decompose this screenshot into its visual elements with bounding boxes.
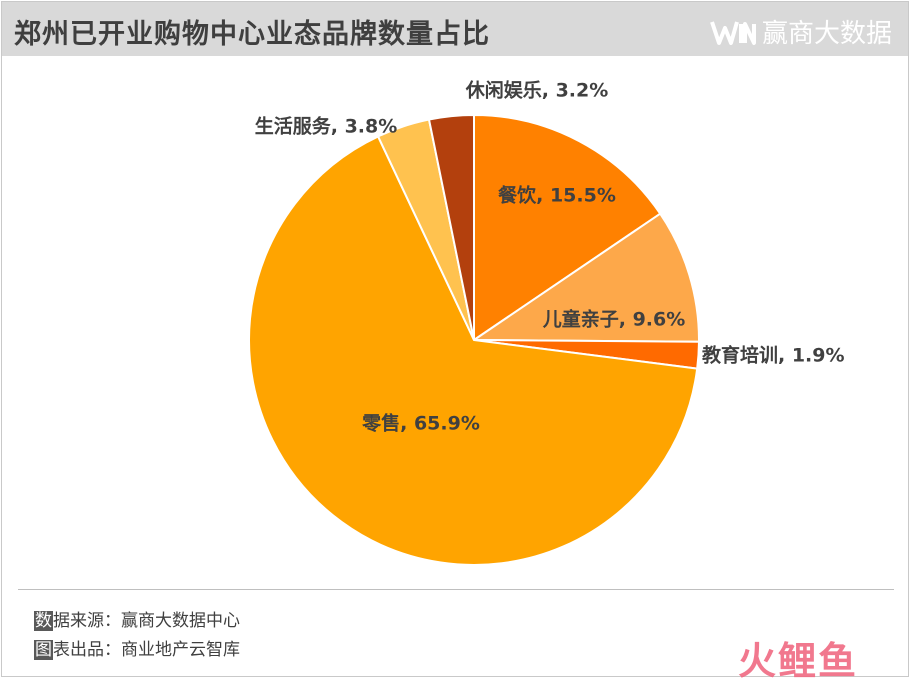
slice-label-2: 儿童亲子, 9.6% (542, 308, 686, 331)
pie-slice-6 (427, 113, 475, 341)
slice-label-3: 教育培训, 1.9% (702, 344, 845, 367)
watermark: 火鲤鱼 (738, 639, 859, 683)
slice-label-1: 餐饮, 15.5% (498, 184, 616, 207)
slice-label-6: 休闲娱乐, 3.2% (465, 79, 609, 102)
pie-slice-4 (248, 135, 699, 566)
source-text: 据来源：赢商大数据中心 (53, 611, 240, 631)
brand-name: 赢商大数据 (761, 19, 892, 49)
brand: 赢商大数据 (710, 13, 892, 50)
pie-slice-2 (470, 212, 700, 343)
data-source: 数据来源：赢商大数据中心 (34, 606, 240, 631)
pie-slice-1 (473, 113, 662, 342)
brand-logo-icon (710, 20, 756, 45)
chart-producer: 图表出品：商业地产云智库 (34, 635, 240, 660)
producer-text: 表出品：商业地产云智库 (53, 640, 240, 660)
producer-marker: 图 (34, 640, 53, 660)
source-marker: 数 (34, 611, 53, 631)
slice-label-5: 生活服务, 3.8% (255, 115, 398, 138)
title-bar: 郑州已开业购物中心业态品牌数量占比 赢商大数据 (2, 2, 908, 56)
footer-divider (18, 589, 894, 590)
chart-title: 郑州已开业购物中心业态品牌数量占比 (14, 19, 490, 50)
slice-label-4: 零售, 65.9% (361, 412, 480, 435)
